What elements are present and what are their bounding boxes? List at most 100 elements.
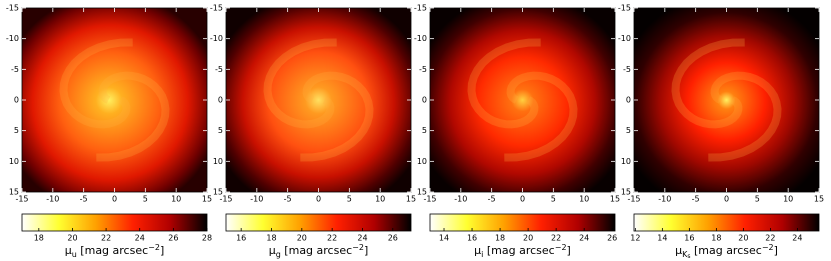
- colorbar-tick-label: 26: [168, 234, 178, 243]
- y-tick-label: 5: [218, 126, 223, 135]
- colorbar: [225, 213, 412, 232]
- x-tick-label: -5: [284, 195, 292, 204]
- colorbar-tick-label: 24: [792, 234, 802, 243]
- label-unit: [mag arcsec: [77, 244, 148, 257]
- label-close: ]: [160, 244, 164, 257]
- label-symbol: μ: [474, 244, 481, 257]
- colorbar-tick-label: 12: [630, 234, 640, 243]
- y-tick-label: 5: [14, 126, 19, 135]
- colorbar-tick-label: 22: [551, 234, 561, 243]
- label-exponent: −2: [555, 243, 567, 252]
- x-tick-label: -10: [658, 195, 671, 204]
- spiral-arm: [300, 71, 374, 162]
- label-symbol: μ: [675, 244, 682, 257]
- colorbar-label: μi [mag arcsec−2]: [474, 243, 571, 259]
- x-tick-label: 15: [610, 195, 620, 204]
- spiral-arm: [59, 38, 133, 129]
- y-tick-label: -5: [11, 65, 19, 74]
- y-tick-label: 15: [621, 188, 631, 197]
- label-subscript: u: [72, 250, 77, 259]
- x-tick-label: 10: [579, 195, 589, 204]
- galaxy-image: [634, 8, 819, 192]
- y-tick-label: 15: [417, 188, 427, 197]
- x-tick-label: 5: [347, 195, 352, 204]
- y-tick-label: -10: [618, 34, 631, 43]
- x-tick-label: 0: [316, 195, 321, 204]
- colorbar-tick-label: 20: [738, 234, 748, 243]
- y-tick-label: -10: [414, 34, 427, 43]
- label-unit: [mag arcsec: [690, 244, 761, 257]
- colorbar-tick-label: 18: [266, 234, 276, 243]
- colorbar-tick-label: 24: [579, 234, 589, 243]
- spiral-arm: [708, 71, 782, 162]
- y-tick-label: -5: [419, 65, 427, 74]
- y-tick-label: 5: [422, 126, 427, 135]
- label-close: ]: [567, 244, 571, 257]
- x-tick-label: 10: [375, 195, 385, 204]
- y-tick-label: -15: [210, 4, 223, 13]
- spiral-arm: [96, 71, 170, 162]
- colorbar-tick-label: 20: [297, 234, 307, 243]
- colorbar: [429, 213, 616, 232]
- x-tick-label: -10: [250, 195, 263, 204]
- x-tick-label: 5: [551, 195, 556, 204]
- colorbar-tick-label: 22: [765, 234, 775, 243]
- y-tick-label: 15: [213, 188, 223, 197]
- x-tick-label: 0: [520, 195, 525, 204]
- colorbar-tick-label: 16: [236, 234, 246, 243]
- x-tick-label: 15: [202, 195, 212, 204]
- colorbar-tick-label: 16: [467, 234, 477, 243]
- x-tick-label: -10: [454, 195, 467, 204]
- label-symbol: μ: [269, 244, 276, 257]
- galaxy-image: [22, 8, 207, 192]
- label-subscript: i: [481, 250, 483, 259]
- colorbar: [21, 213, 208, 232]
- label-exponent: −2: [352, 243, 364, 252]
- x-tick-label: 5: [755, 195, 760, 204]
- colorbar-label: μg [mag arcsec−2]: [269, 243, 369, 259]
- spiral-arm: [504, 71, 578, 162]
- x-tick-label: -15: [423, 195, 436, 204]
- colorbar-tick-label: 28: [202, 234, 212, 243]
- x-tick-label: 15: [814, 195, 824, 204]
- colorbar-tick-label: 26: [607, 234, 617, 243]
- label-exponent: −2: [148, 243, 160, 252]
- colorbar-tick-label: 18: [34, 234, 44, 243]
- x-tick-label: -15: [15, 195, 28, 204]
- colorbar: [633, 213, 820, 232]
- y-tick-label: 15: [9, 188, 19, 197]
- label-unit: [mag arcsec: [483, 244, 554, 257]
- y-tick-label: 0: [422, 96, 427, 105]
- label-subsubscript: s: [687, 253, 690, 260]
- x-tick-label: -5: [488, 195, 496, 204]
- label-unit: [mag arcsec: [281, 244, 352, 257]
- x-tick-label: 15: [406, 195, 416, 204]
- colorbar-tick-label: 20: [67, 234, 77, 243]
- y-tick-label: 10: [417, 157, 427, 166]
- colorbar-tick-label: 16: [684, 234, 694, 243]
- y-tick-label: 0: [626, 96, 631, 105]
- x-tick-label: -15: [627, 195, 640, 204]
- label-subscript: g: [276, 250, 281, 259]
- x-tick-label: -15: [219, 195, 232, 204]
- y-tick-label: -15: [6, 4, 19, 13]
- galaxy-image: [430, 8, 615, 192]
- label-subscript: K: [682, 250, 688, 259]
- x-tick-label: 10: [171, 195, 181, 204]
- label-close: ]: [774, 244, 778, 257]
- y-tick-label: -15: [414, 4, 427, 13]
- colorbar-tick-label: 22: [327, 234, 337, 243]
- x-tick-label: 5: [143, 195, 148, 204]
- colorbar-tick-label: 24: [357, 234, 367, 243]
- x-tick-label: -10: [46, 195, 59, 204]
- spiral-arm: [467, 38, 541, 129]
- colorbar-tick-label: 14: [657, 234, 667, 243]
- label-symbol: μ: [65, 244, 72, 257]
- colorbar-tick-label: 18: [711, 234, 721, 243]
- spiral-arm: [671, 38, 745, 129]
- y-tick-label: -15: [618, 4, 631, 13]
- colorbar-label: μKs [mag arcsec−2]: [675, 243, 778, 260]
- y-tick-label: 0: [218, 96, 223, 105]
- x-tick-label: 10: [783, 195, 793, 204]
